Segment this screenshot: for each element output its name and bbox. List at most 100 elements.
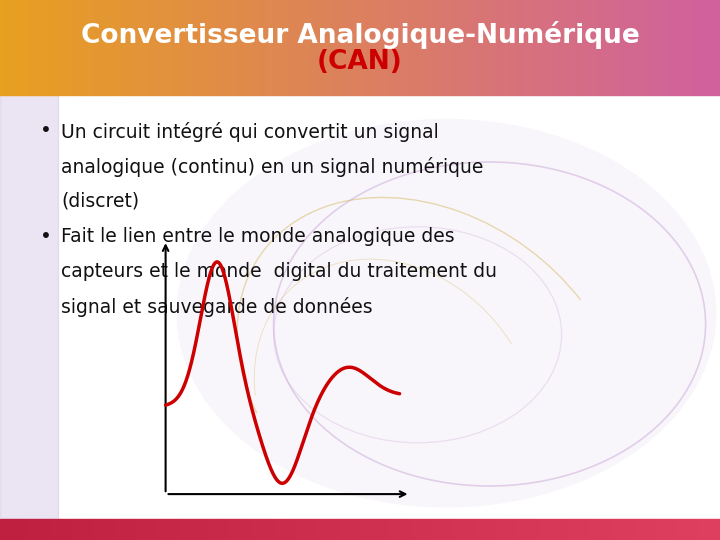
Text: Un circuit intégré qui convertit un signal: Un circuit intégré qui convertit un sign… [61, 122, 439, 141]
Bar [187, 519, 194, 540]
Bar [418, 519, 425, 540]
Bar [22, 519, 29, 540]
Bar [259, 0, 266, 94]
Bar [223, 0, 230, 94]
Bar [180, 0, 187, 94]
Text: analogique (continu) en un signal numérique: analogique (continu) en un signal numéri… [61, 157, 484, 177]
Bar [439, 519, 446, 540]
Bar [209, 519, 216, 540]
Bar [533, 0, 540, 94]
Bar [619, 0, 626, 94]
Bar [576, 0, 583, 94]
Bar [583, 519, 590, 540]
Bar [166, 519, 173, 540]
Bar [706, 0, 713, 94]
Bar [130, 0, 137, 94]
Bar [36, 0, 43, 94]
Bar [187, 0, 194, 94]
Bar [151, 0, 158, 94]
Bar [238, 0, 245, 94]
Bar [122, 519, 130, 540]
Bar [403, 0, 410, 94]
Bar [468, 0, 475, 94]
Bar [432, 0, 439, 94]
Bar [230, 519, 238, 540]
Bar [238, 519, 245, 540]
Bar [382, 519, 389, 540]
Text: signal et sauvegarde de données: signal et sauvegarde de données [61, 297, 373, 317]
Bar [281, 519, 288, 540]
Bar [288, 0, 295, 94]
Bar [252, 519, 259, 540]
Bar [367, 519, 374, 540]
Bar [497, 0, 504, 94]
Bar [94, 519, 101, 540]
Bar [626, 0, 634, 94]
Bar [288, 519, 295, 540]
Bar [612, 519, 619, 540]
Bar [209, 0, 216, 94]
Bar [216, 519, 223, 540]
Bar [194, 519, 202, 540]
Bar [310, 519, 317, 540]
Text: •: • [40, 227, 51, 246]
Bar [684, 519, 691, 540]
Bar [252, 0, 259, 94]
Bar [446, 519, 454, 540]
Bar [58, 0, 65, 94]
Bar [598, 519, 605, 540]
Bar [590, 0, 598, 94]
Bar [511, 0, 518, 94]
Bar [72, 0, 79, 94]
Bar [425, 519, 432, 540]
Bar [202, 0, 209, 94]
Bar [713, 0, 720, 94]
Bar [590, 519, 598, 540]
Bar [562, 0, 569, 94]
Bar [540, 519, 547, 540]
Bar [655, 519, 662, 540]
Bar [324, 519, 331, 540]
Bar [374, 0, 382, 94]
Bar [526, 519, 533, 540]
Text: (discret): (discret) [61, 192, 140, 211]
Text: •: • [40, 122, 51, 140]
Bar [65, 519, 72, 540]
Bar [317, 519, 324, 540]
Bar [108, 519, 115, 540]
Bar [461, 519, 468, 540]
Bar [698, 519, 706, 540]
Bar [554, 519, 562, 540]
Bar [482, 519, 490, 540]
Bar [331, 0, 338, 94]
Bar [475, 0, 482, 94]
Bar [266, 519, 274, 540]
Bar [504, 0, 511, 94]
Bar [72, 519, 79, 540]
Bar [353, 519, 360, 540]
Bar [619, 519, 626, 540]
Bar [158, 0, 166, 94]
Bar [7, 0, 14, 94]
Bar [137, 519, 144, 540]
Bar [655, 0, 662, 94]
Bar [490, 519, 497, 540]
Bar [101, 519, 108, 540]
Bar [670, 0, 677, 94]
Ellipse shape [176, 119, 716, 508]
Bar [468, 519, 475, 540]
Bar [446, 0, 454, 94]
Text: capteurs et le monde  digital du traitement du: capteurs et le monde digital du traiteme… [61, 262, 498, 281]
Bar [475, 519, 482, 540]
Bar [691, 519, 698, 540]
Bar [36, 519, 43, 540]
Bar [115, 0, 122, 94]
Bar [144, 519, 151, 540]
Bar [86, 519, 94, 540]
Bar [338, 519, 346, 540]
Bar [367, 0, 374, 94]
Bar [360, 0, 367, 94]
Bar [50, 0, 58, 94]
Bar [562, 519, 569, 540]
Bar [569, 0, 576, 94]
